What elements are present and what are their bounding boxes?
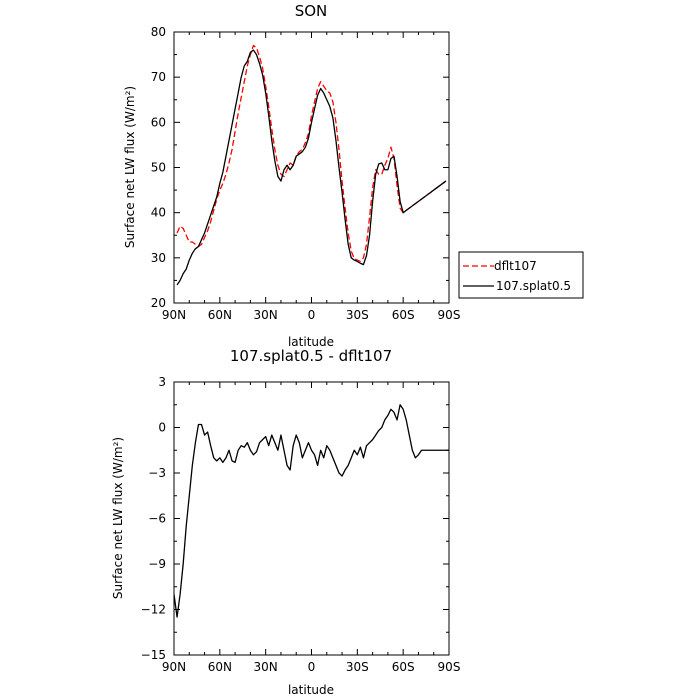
bottom-chart-ytick-label: −12 xyxy=(141,603,166,617)
bottom-chart-xtick-label: 90N xyxy=(162,660,186,674)
top-chart-xtick-label: 90N xyxy=(162,308,186,322)
top-chart-ytick-label: 40 xyxy=(151,206,166,220)
bottom-chart-ytick-label: −9 xyxy=(148,557,166,571)
legend-label-dflt107: dflt107 xyxy=(494,259,537,273)
top-chart-xtick-label: 0 xyxy=(308,308,316,322)
bottom-chart-xtick-label: 90S xyxy=(438,660,461,674)
bottom-chart-xtick-label: 0 xyxy=(308,660,316,674)
top-chart-xtick-label: 30S xyxy=(346,308,369,322)
bottom-chart-ytick-label: −3 xyxy=(148,466,166,480)
bottom-chart-xtick-label: 30N xyxy=(254,660,278,674)
legend: dflt107 107.splat0.5 xyxy=(458,251,584,299)
legend-box xyxy=(458,251,584,299)
top-chart-xtick-label: 90S xyxy=(438,308,461,322)
top-chart-ytick-label: 30 xyxy=(151,251,166,265)
top-chart-xtick-label: 60S xyxy=(392,308,415,322)
bottom-chart-xtick-label: 60N xyxy=(208,660,232,674)
top-chart-title: SON xyxy=(295,2,328,20)
bottom-chart-plot-area: 90N 60N 30N 0 30S 60S 90S 3 0 −3 −6 −9 −12 −15 xyxy=(141,375,461,674)
top-chart-xlabel: latitude xyxy=(288,335,334,349)
bottom-chart-ytick-label: 0 xyxy=(158,421,166,435)
top-chart-plot-area: 90N 60N 30N 0 30S 60S 90S 20 30 40 50 60 70 80 xyxy=(151,25,461,322)
top-chart-ytick-label: 50 xyxy=(151,161,166,175)
bottom-chart-xlabel: latitude xyxy=(288,683,334,697)
top-chart-xtick-label: 60N xyxy=(208,308,232,322)
top-chart-series-107-splat0-5-line xyxy=(176,49,447,286)
bottom-chart-frame xyxy=(173,381,450,656)
bottom-chart-xtick-label: 30S xyxy=(346,660,369,674)
top-chart-xtick-label: 30N xyxy=(254,308,278,322)
legend-label-splat: 107.splat0.5 xyxy=(496,279,571,293)
bottom-chart-ytick-label: 3 xyxy=(158,375,166,389)
bottom-chart-xtick-label: 60S xyxy=(392,660,415,674)
bottom-chart-ytick-label: −6 xyxy=(148,512,166,526)
bottom-chart-ytick-label: −15 xyxy=(141,648,166,662)
top-chart-series-dflt107-line xyxy=(176,44,447,263)
top-chart-ylabel: Surface net LW flux (W/m²) xyxy=(123,86,137,248)
top-chart-ytick-label: 70 xyxy=(151,70,166,84)
bottom-chart-series-0-line xyxy=(174,404,449,618)
top-chart-ytick-label: 80 xyxy=(151,25,166,39)
top-chart-ytick-label: 60 xyxy=(151,115,166,129)
top-chart-ytick-label: 20 xyxy=(151,296,166,310)
bottom-chart-ylabel: Surface net LW flux (W/m²) xyxy=(111,437,125,599)
top-chart-frame xyxy=(173,31,450,304)
bottom-chart-title: 107.splat0.5 - dflt107 xyxy=(230,347,392,365)
